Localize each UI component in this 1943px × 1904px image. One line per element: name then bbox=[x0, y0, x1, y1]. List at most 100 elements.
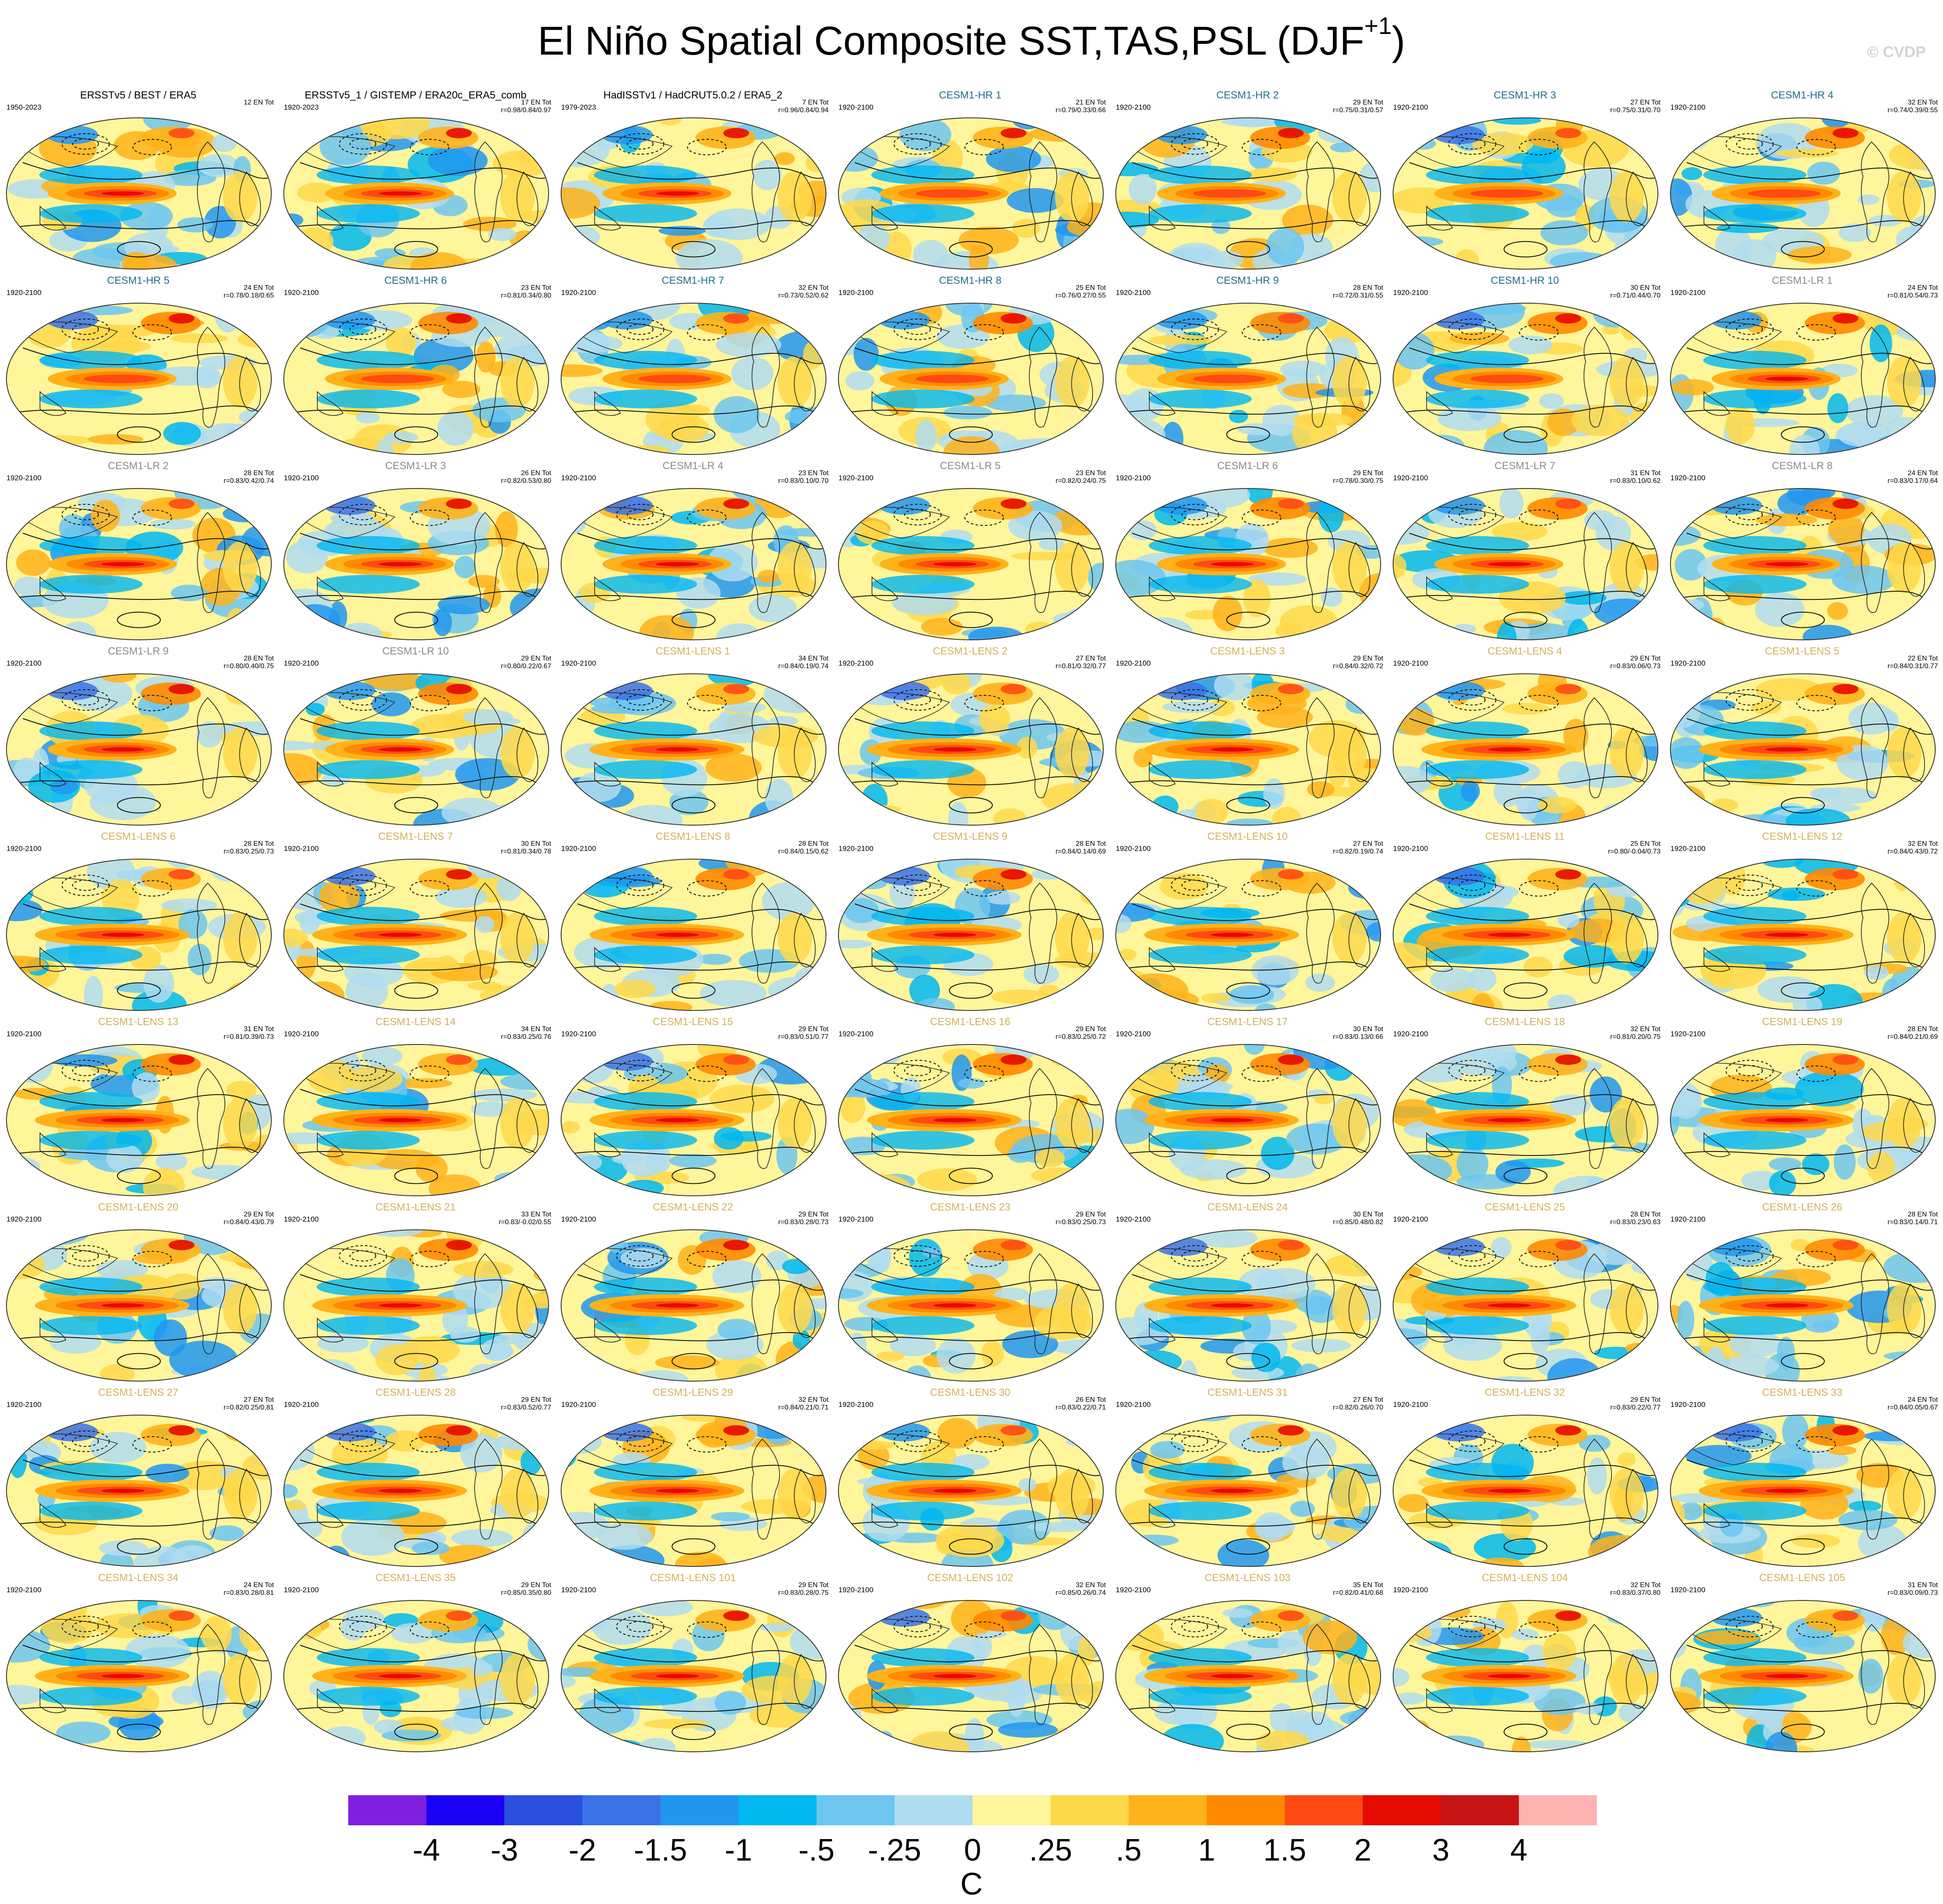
panel-title: CESM1-LENS 10 bbox=[1207, 831, 1288, 842]
panel-pattern-correlation: r=0.83/0.25/0.76 bbox=[501, 1033, 551, 1041]
panel-title: CESM1-LENS 3 bbox=[1210, 645, 1285, 657]
colorbar-swatch bbox=[894, 1795, 973, 1825]
panel-pattern-correlation: r=0.81/0.34/0.80 bbox=[501, 292, 551, 299]
map-panel: CESM1-LENS 20 1920-2100 29 EN Tot r=0.84/0.… bbox=[0, 1201, 276, 1387]
panel-pattern-correlation: r=0.84/0.21/0.69 bbox=[1888, 1033, 1938, 1041]
colorbar-tick-label: 3 bbox=[1432, 1833, 1450, 1867]
colorbar-units: C bbox=[960, 1867, 983, 1901]
world-map bbox=[838, 1044, 1104, 1196]
map-panel: CESM1-LENS 103 1920-2100 35 EN Tot r=0.82/0… bbox=[1109, 1572, 1386, 1757]
world-map bbox=[1670, 673, 1936, 826]
map-panel: CESM1-LENS 18 1920-2100 32 EN Tot r=0.81/0.… bbox=[1387, 1016, 1663, 1201]
panel-pattern-correlation: r=0.83/0.10/0.70 bbox=[778, 477, 829, 485]
colorbar-swatch bbox=[1050, 1795, 1129, 1825]
panel-title: CESM1-LENS 31 bbox=[1207, 1387, 1288, 1398]
panel-years: 1920-2023 bbox=[284, 103, 319, 111]
panel-years: 1920-2100 bbox=[561, 474, 596, 482]
panel-title: CESM1-LENS 14 bbox=[375, 1016, 456, 1028]
world-map bbox=[283, 859, 549, 1011]
map-panel: CESM1-LR 9 1920-2100 28 EN Tot r=0.80/0.40/… bbox=[0, 645, 276, 831]
world-map bbox=[838, 673, 1104, 826]
panel-years: 1920-2100 bbox=[1393, 845, 1428, 853]
panel-event-count: 32 EN Tot bbox=[798, 284, 829, 292]
panel-title: CESM1-HR 3 bbox=[1493, 89, 1556, 101]
world-map bbox=[1393, 303, 1658, 455]
panel-event-count: 26 EN Tot bbox=[1076, 1396, 1106, 1403]
panel-pattern-correlation: r=0.83/0.22/0.71 bbox=[1056, 1404, 1106, 1411]
panel-years: 1920-2100 bbox=[561, 1030, 596, 1038]
map-panel: CESM1-LENS 7 1920-2100 30 EN Tot r=0.81/0.3… bbox=[277, 831, 554, 1016]
world-map bbox=[283, 303, 549, 455]
figure-title: El Niño Spatial Composite SST,TAS,PSL (D… bbox=[0, 14, 1943, 64]
world-map bbox=[6, 117, 272, 270]
map-panel: CESM1-LENS 27 1920-2100 27 EN Tot r=0.82/0.… bbox=[0, 1387, 276, 1572]
colorbar-tick-label: 1 bbox=[1198, 1833, 1216, 1867]
colorbar-tick-label: .25 bbox=[1029, 1833, 1072, 1867]
map-panel: CESM1-LENS 2 1920-2100 27 EN Tot r=0.81/0.3… bbox=[832, 645, 1108, 831]
panel-years: 1920-2100 bbox=[1116, 474, 1151, 482]
panel-title: ERSSTv5_1 / GISTEMP / ERA20c_ERA5_comb bbox=[304, 89, 527, 101]
panel-pattern-correlation: r=0.84/0.21/0.71 bbox=[778, 1404, 829, 1411]
panel-event-count: 32 EN Tot bbox=[798, 1396, 829, 1403]
map-panel: CESM1-HR 4 1920-2100 32 EN Tot r=0.74/0.39/… bbox=[1664, 89, 1940, 275]
panel-event-count: 28 EN Tot bbox=[244, 655, 274, 662]
panel-event-count: 29 EN Tot bbox=[1630, 1396, 1661, 1403]
map-panel: CESM1-LENS 35 1920-2100 29 EN Tot r=0.85/0.… bbox=[277, 1572, 554, 1757]
panel-pattern-correlation: r=0.81/0.32/0.77 bbox=[1056, 663, 1106, 670]
panel-pattern-correlation: r=0.81/0.34/0.78 bbox=[501, 848, 551, 855]
colorbar-tick-label: 4 bbox=[1510, 1833, 1528, 1867]
panel-years: 1920-2100 bbox=[561, 659, 596, 667]
map-panel: CESM1-LR 4 1920-2100 23 EN Tot r=0.83/0.10/… bbox=[555, 460, 831, 645]
panel-title: HadISSTv1 / HadCRUT5.0.2 / ERA5_2 bbox=[603, 89, 783, 101]
panel-event-count: 28 EN Tot bbox=[1908, 1211, 1938, 1218]
panel-years: 1920-2100 bbox=[6, 659, 42, 667]
colorbar-swatch bbox=[1363, 1795, 1441, 1825]
world-map bbox=[1115, 859, 1381, 1011]
title-close: ) bbox=[1392, 18, 1406, 63]
panel-event-count: 28 EN Tot bbox=[244, 840, 274, 848]
panel-pattern-correlation: r=0.80/0.22/0.67 bbox=[501, 663, 551, 670]
world-map bbox=[283, 1415, 549, 1567]
world-map bbox=[1670, 1600, 1936, 1752]
panel-years: 1920-2100 bbox=[561, 1215, 596, 1223]
panel-pattern-correlation: r=0.84/0.43/0.72 bbox=[1888, 848, 1938, 855]
panel-event-count: 28 EN Tot bbox=[1630, 1211, 1661, 1218]
panel-years: 1920-2100 bbox=[1670, 845, 1706, 853]
panel-event-count: 17 EN Tot bbox=[521, 99, 551, 106]
panel-title: CESM1-LENS 32 bbox=[1485, 1387, 1565, 1398]
panel-pattern-correlation: r=0.83/0.06/0.73 bbox=[1610, 663, 1661, 670]
panel-title: CESM1-HR 1 bbox=[939, 89, 1002, 101]
map-panel: CESM1-LENS 6 1920-2100 28 EN Tot r=0.83/0.2… bbox=[0, 831, 276, 1016]
world-map bbox=[1115, 488, 1381, 640]
panel-pattern-correlation: r=0.82/0.53/0.80 bbox=[501, 477, 551, 485]
panel-title: CESM1-LENS 104 bbox=[1482, 1572, 1568, 1584]
world-map bbox=[6, 488, 272, 640]
panel-event-count: 27 EN Tot bbox=[1630, 99, 1661, 106]
panel-years: 1920-2100 bbox=[284, 289, 319, 297]
map-panel: CESM1-LENS 104 1920-2100 32 EN Tot r=0.83/0… bbox=[1387, 1572, 1663, 1757]
panel-pattern-correlation: r=0.83/0.37/0.80 bbox=[1610, 1589, 1661, 1597]
colorbar-swatch bbox=[1519, 1795, 1597, 1825]
panel-pattern-correlation: r=0.83/0.28/0.81 bbox=[224, 1589, 274, 1597]
panel-pattern-correlation: r=0.84/0.32/0.72 bbox=[1333, 663, 1383, 670]
world-map bbox=[1393, 1229, 1658, 1382]
colorbar-tick-label: .5 bbox=[1115, 1833, 1142, 1867]
panel-pattern-correlation: r=0.83/0.13/0.66 bbox=[1333, 1033, 1383, 1041]
panel-years: 1920-2100 bbox=[1393, 103, 1428, 111]
panel-title: CESM1-LENS 2 bbox=[933, 645, 1008, 657]
panel-years: 1920-2100 bbox=[1116, 103, 1151, 111]
map-panel: CESM1-LR 7 1920-2100 31 EN Tot r=0.83/0.10/… bbox=[1387, 460, 1663, 645]
world-map bbox=[1115, 1229, 1381, 1382]
panel-title: CESM1-LENS 8 bbox=[655, 831, 731, 842]
map-panel: CESM1-LENS 30 1920-2100 26 EN Tot r=0.83/0.… bbox=[832, 1387, 1108, 1572]
panel-title: ERSSTv5 / BEST / ERA5 bbox=[80, 89, 196, 101]
panel-pattern-correlation: r=0.83/0.14/0.71 bbox=[1888, 1219, 1938, 1226]
map-panel: CESM1-LENS 101 1920-2100 29 EN Tot r=0.83/0… bbox=[555, 1572, 831, 1757]
panel-years: 1920-2100 bbox=[1393, 1586, 1428, 1594]
panel-pattern-correlation: r=0.83/0.52/0.77 bbox=[501, 1404, 551, 1411]
colorbar-swatch bbox=[348, 1795, 427, 1825]
map-panel: CESM1-LENS 16 1920-2100 29 EN Tot r=0.83/0.… bbox=[832, 1016, 1108, 1201]
panel-event-count: 27 EN Tot bbox=[244, 1396, 274, 1403]
panel-event-count: 29 EN Tot bbox=[1353, 470, 1383, 477]
